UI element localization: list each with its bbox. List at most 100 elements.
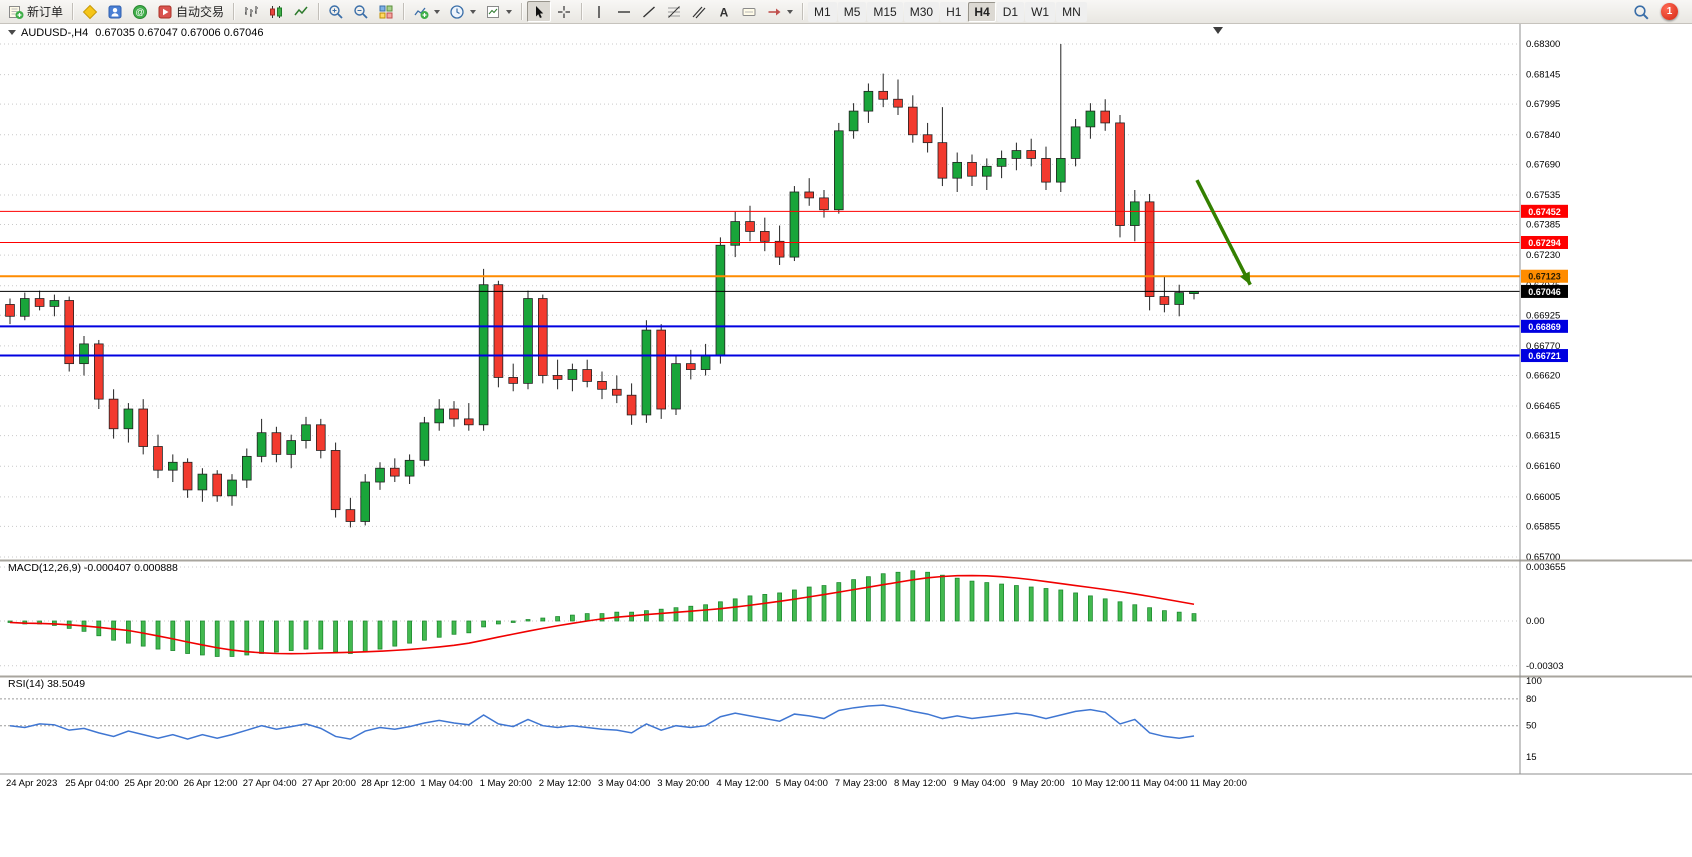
chevron-down-icon [787, 9, 794, 14]
svg-text:9 May 20:00: 9 May 20:00 [1012, 778, 1064, 789]
community-button[interactable]: @ [128, 1, 152, 22]
zoom-in-button[interactable] [324, 1, 348, 22]
trendline-icon [641, 4, 657, 20]
arrow-tool-icon [766, 4, 782, 20]
svg-text:28 Apr 12:00: 28 Apr 12:00 [361, 778, 415, 789]
price-plate [1521, 349, 1568, 363]
toolbar-divider [403, 3, 405, 20]
autotrading-icon [157, 4, 173, 20]
cursor-button[interactable] [527, 1, 552, 22]
toolbar-divider [802, 3, 804, 20]
toolbar-divider [521, 3, 523, 20]
text-icon: A [716, 4, 732, 20]
tf-m5-button[interactable]: M5 [837, 1, 867, 22]
svg-text:3 May 04:00: 3 May 04:00 [598, 778, 650, 789]
svg-text:0.67046: 0.67046 [1528, 287, 1561, 297]
time-axis[interactable]: 24 Apr 2023 25 Apr 04:00 25 Apr 20:00 26 Ap… [6, 778, 1247, 789]
indicators-button[interactable] [409, 1, 444, 22]
svg-text:0.67535: 0.67535 [1526, 190, 1560, 201]
tf-mn-button[interactable]: MN [1056, 1, 1087, 22]
price-plate [1521, 319, 1568, 333]
tf-d1-label: D1 [1002, 4, 1019, 19]
tf-m15-button[interactable]: M15 [867, 1, 903, 22]
autotrading-button[interactable]: 自动交易 [153, 1, 228, 22]
bar-chart-button[interactable] [239, 1, 263, 22]
chart-collapse-icon[interactable] [8, 30, 16, 35]
macd-indicator-label: MACD(12,26,9) -0.000407 0.000888 [8, 562, 178, 574]
macd-signal-line [9, 574, 1195, 655]
horizontal-line-button[interactable] [612, 1, 636, 22]
toolbar-divider [581, 3, 583, 20]
svg-text:0.66465: 0.66465 [1526, 401, 1560, 412]
arrows-button[interactable] [762, 1, 797, 22]
svg-text:0.65700: 0.65700 [1526, 552, 1560, 563]
svg-text:0.67995: 0.67995 [1526, 99, 1560, 110]
price-plate [1521, 235, 1568, 249]
tf-m30-label: M30 [909, 4, 934, 19]
chart-shift-marker[interactable] [1213, 27, 1223, 34]
metaeditor-button[interactable] [78, 1, 102, 22]
svg-text:2 May 12:00: 2 May 12:00 [539, 778, 591, 789]
rsi-panel: 100 80 50 15 [0, 676, 1542, 763]
fibonacci-button[interactable] [662, 1, 686, 22]
new-order-icon [8, 4, 24, 20]
tf-h4-button[interactable]: H4 [968, 1, 996, 22]
svg-text:0.67452: 0.67452 [1528, 207, 1561, 217]
vertical-line-icon [591, 4, 607, 20]
search-button[interactable] [1631, 2, 1652, 23]
search-icon [1633, 4, 1650, 21]
tf-d1-button[interactable]: D1 [996, 1, 1025, 22]
chart-canvas[interactable]: 0.68300 0.68145 0.67995 0.67840 0.67690 0.675… [0, 24, 1692, 790]
svg-text:0.67230: 0.67230 [1526, 250, 1560, 261]
vertical-line-button[interactable] [587, 1, 611, 22]
metaeditor-icon [82, 4, 98, 20]
indicators-icon [413, 4, 429, 20]
tf-w1-label: W1 [1031, 4, 1050, 19]
chart-candles-icon [268, 4, 284, 20]
tf-m1-label: M1 [814, 4, 831, 19]
svg-text:27 Apr 20:00: 27 Apr 20:00 [302, 778, 356, 789]
trendline-button[interactable] [637, 1, 661, 22]
tf-w1-button[interactable]: W1 [1025, 1, 1056, 22]
symbol-label: AUDUSD-,H4 [21, 27, 89, 39]
svg-text:-0.00303: -0.00303 [1526, 661, 1564, 672]
chart-bars-icon [243, 4, 259, 20]
tf-h1-button[interactable]: H1 [940, 1, 968, 22]
price-plate [1521, 284, 1568, 298]
equidistant-channel-button[interactable] [687, 1, 711, 22]
svg-text:27 Apr 04:00: 27 Apr 04:00 [243, 778, 297, 789]
svg-text:0.67123: 0.67123 [1528, 272, 1561, 282]
svg-text:24 Apr 2023: 24 Apr 2023 [6, 778, 57, 789]
tile-windows-button[interactable] [374, 1, 398, 22]
svg-text:0.66869: 0.66869 [1528, 322, 1561, 332]
line-chart-button[interactable] [289, 1, 313, 22]
svg-text:0.67840: 0.67840 [1526, 130, 1560, 141]
svg-text:0.68300: 0.68300 [1526, 39, 1560, 50]
svg-text:80: 80 [1526, 694, 1537, 705]
candlestick-chart-button[interactable] [264, 1, 288, 22]
tf-m15-label: M15 [873, 4, 897, 19]
tf-m30-button[interactable]: M30 [903, 1, 940, 22]
svg-text:5 May 04:00: 5 May 04:00 [776, 778, 828, 789]
svg-text:0.68145: 0.68145 [1526, 70, 1560, 81]
zoom-out-button[interactable] [349, 1, 373, 22]
notification-badge[interactable]: 1 [1661, 3, 1678, 20]
horizontal-line-objects[interactable]: 0.67452 0.67294 0.67123 0.67046 0.66869 0.667… [0, 204, 1568, 363]
tf-m1-button[interactable]: M1 [808, 1, 837, 22]
arrow-object[interactable] [1195, 179, 1252, 286]
svg-text:0.66770: 0.66770 [1526, 341, 1560, 352]
new-order-button[interactable]: 新订单 [4, 1, 67, 22]
crosshair-button[interactable] [552, 1, 576, 22]
text-button[interactable]: A [712, 1, 736, 22]
new-order-label: 新订单 [27, 5, 64, 19]
text-label-button[interactable] [737, 1, 761, 22]
profiles-button[interactable] [103, 1, 127, 22]
svg-text:0.66005: 0.66005 [1526, 492, 1560, 503]
svg-text:0.66620: 0.66620 [1526, 370, 1560, 381]
svg-text:26 Apr 12:00: 26 Apr 12:00 [184, 778, 238, 789]
tf-mn-label: MN [1062, 4, 1081, 19]
templates-button[interactable] [481, 1, 516, 22]
toolbar-divider [72, 3, 74, 20]
periods-button[interactable] [445, 1, 480, 22]
